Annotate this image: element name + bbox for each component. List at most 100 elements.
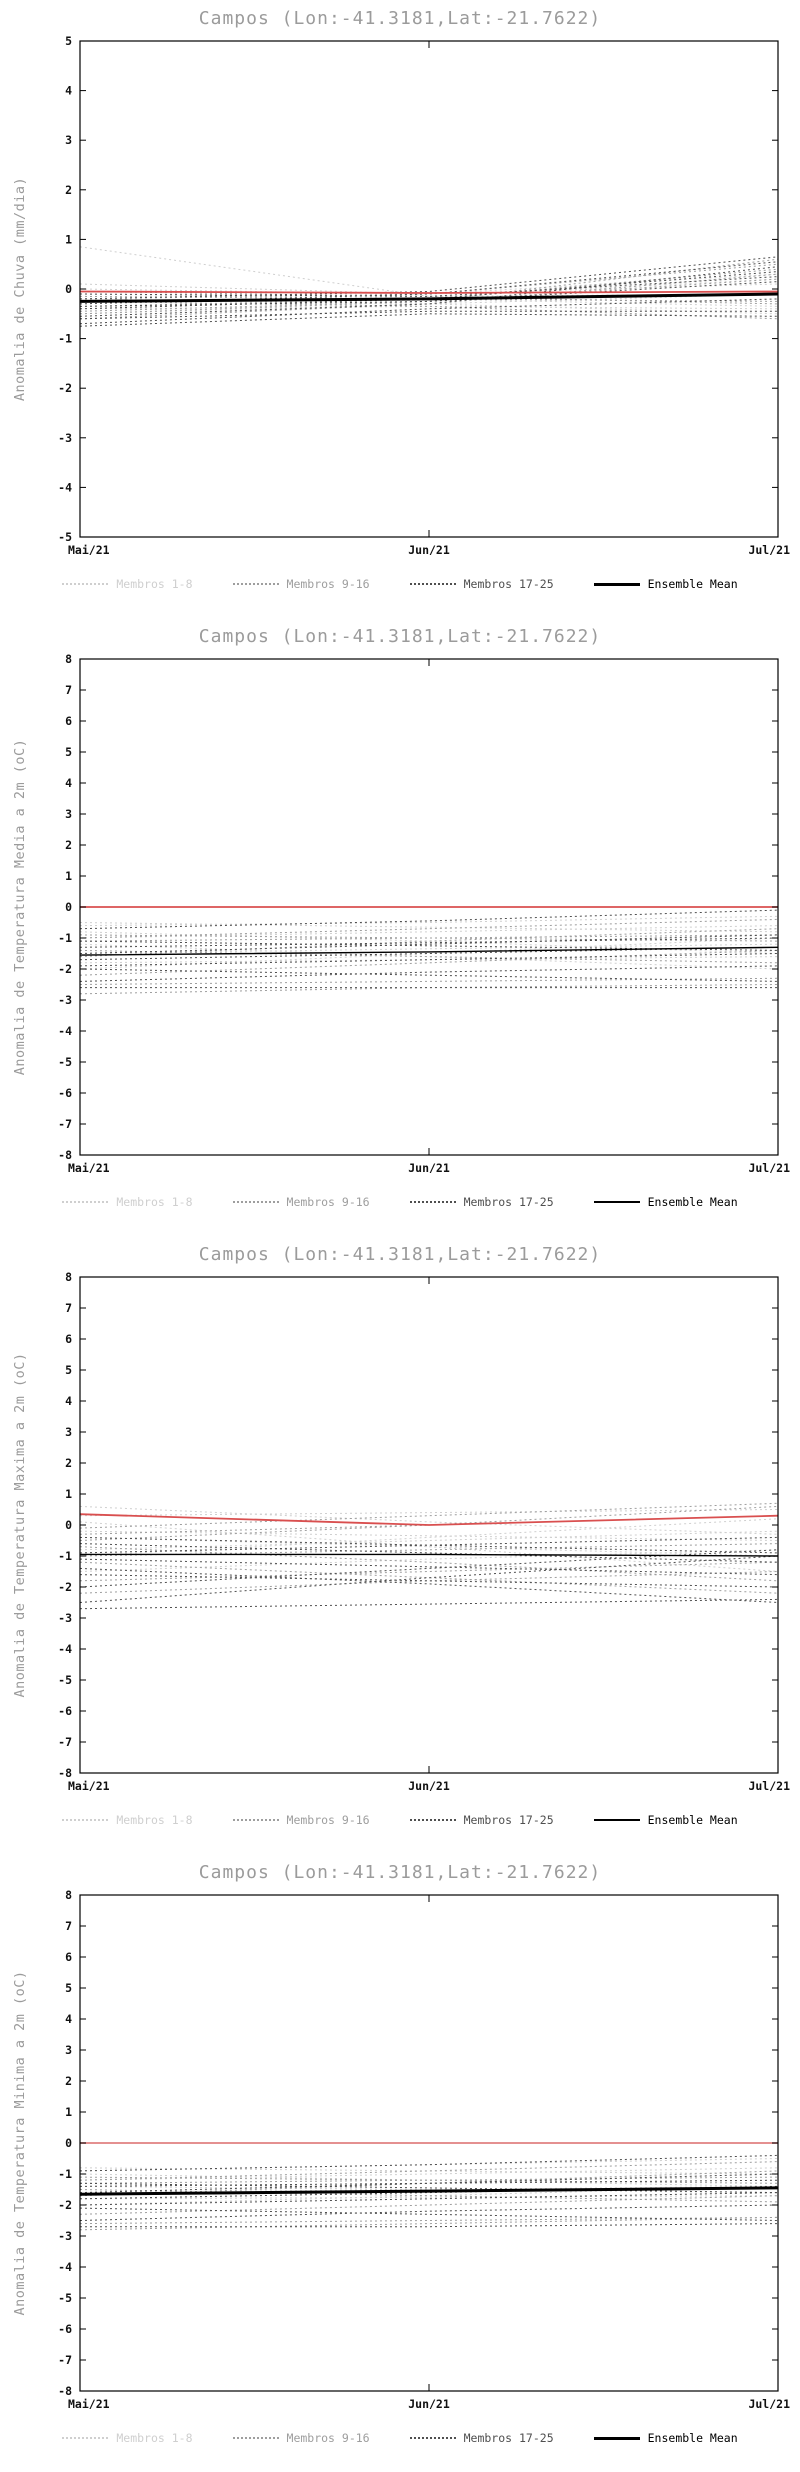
svg-text:-3: -3	[58, 993, 72, 1007]
svg-text:Anomalia de Chuva (mm/dia): Anomalia de Chuva (mm/dia)	[12, 177, 28, 401]
svg-text:1: 1	[65, 232, 72, 246]
svg-text:Jul/21: Jul/21	[748, 1779, 790, 1793]
svg-text:-2: -2	[58, 2198, 72, 2212]
anomaly-line-chart-temp-media: Anomalia de Temperatura Media a 2m (oC) -…	[12, 652, 790, 1175]
legend-item-membros-17-25: Membros 17-25	[409, 577, 554, 591]
svg-text:Jul/21: Jul/21	[748, 543, 790, 557]
legend-item-membros-9-16: Membros 9-16	[232, 577, 370, 591]
svg-text:-6: -6	[58, 1086, 72, 1100]
chart-title: Campos (Lon:-41.3181,Lat:-21.7622)	[198, 626, 602, 647]
chart-legend: Membros 1-8 Membros 9-16 Membros 17-25 E…	[0, 1191, 800, 1213]
svg-text:3: 3	[65, 133, 72, 147]
legend-label: Membros 17-25	[463, 1813, 554, 1827]
svg-text:0: 0	[65, 900, 72, 914]
svg-text:8: 8	[65, 1270, 72, 1284]
dotted-line-sample-icon	[232, 2437, 279, 2439]
legend-item-membros-9-16: Membros 9-16	[232, 2431, 370, 2445]
legend-item-ensemble-mean: Ensemble Mean	[593, 2431, 738, 2445]
dotted-line-sample-icon	[409, 1819, 456, 1821]
svg-text:1: 1	[65, 2105, 72, 2119]
dotted-line-sample-icon	[409, 1201, 456, 1203]
chart-section-chuva: Campos (Lon:-41.3181,Lat:-21.7622) Anoma…	[0, 0, 800, 618]
legend-item-ensemble-mean: Ensemble Mean	[593, 1813, 738, 1827]
dotted-line-sample-icon	[409, 583, 456, 585]
svg-text:-1: -1	[58, 2167, 72, 2181]
svg-text:7: 7	[65, 1919, 72, 1933]
legend-label: Ensemble Mean	[647, 1195, 738, 1209]
legend-label: Ensemble Mean	[647, 1813, 738, 1827]
svg-text:-8: -8	[58, 1766, 72, 1780]
chart-legend: Membros 1-8 Membros 9-16 Membros 17-25 E…	[0, 573, 800, 595]
svg-text:-4: -4	[58, 480, 72, 494]
svg-text:2: 2	[65, 183, 72, 197]
svg-text:-7: -7	[58, 2353, 72, 2367]
svg-text:-6: -6	[58, 2322, 72, 2336]
svg-text:7: 7	[65, 683, 72, 697]
svg-text:2: 2	[65, 1456, 72, 1470]
svg-text:-3: -3	[58, 2229, 72, 2243]
svg-text:2: 2	[65, 838, 72, 852]
dotted-line-sample-icon	[409, 2437, 456, 2439]
dotted-line-sample-icon	[232, 583, 279, 585]
dotted-line-sample-icon	[62, 1201, 109, 1203]
svg-text:8: 8	[65, 1888, 72, 1902]
svg-text:4: 4	[65, 776, 72, 790]
svg-text:5: 5	[65, 745, 72, 759]
chart-section-temp-maxima: Campos (Lon:-41.3181,Lat:-21.7622) Anoma…	[0, 1236, 800, 1854]
svg-text:7: 7	[65, 1301, 72, 1315]
svg-text:6: 6	[65, 714, 72, 728]
solid-line-sample-icon	[593, 1201, 640, 1203]
legend-label: Ensemble Mean	[647, 577, 738, 591]
svg-text:-8: -8	[58, 1148, 72, 1162]
svg-text:Mai/21: Mai/21	[68, 1779, 110, 1793]
solid-line-sample-icon	[593, 582, 640, 586]
svg-text:-8: -8	[58, 2384, 72, 2398]
legend-label: Membros 9-16	[286, 577, 370, 591]
legend-label: Membros 9-16	[286, 1813, 370, 1827]
svg-text:1: 1	[65, 1487, 72, 1501]
legend-item-membros-9-16: Membros 9-16	[232, 1813, 370, 1827]
svg-text:-1: -1	[58, 931, 72, 945]
svg-text:5: 5	[65, 34, 72, 48]
svg-text:6: 6	[65, 1950, 72, 1964]
legend-label: Membros 9-16	[286, 1195, 370, 1209]
svg-text:-4: -4	[58, 1642, 72, 1656]
legend-item-membros-1-8: Membros 1-8	[62, 577, 193, 591]
legend-item-membros-1-8: Membros 1-8	[62, 2431, 193, 2445]
chart-section-temp-minima: Campos (Lon:-41.3181,Lat:-21.7622) Anoma…	[0, 1854, 800, 2472]
svg-text:Jun/21: Jun/21	[408, 2397, 450, 2411]
svg-text:Mai/21: Mai/21	[68, 543, 110, 557]
svg-text:3: 3	[65, 807, 72, 821]
dotted-line-sample-icon	[62, 583, 109, 585]
chart-title: Campos (Lon:-41.3181,Lat:-21.7622)	[198, 8, 602, 29]
svg-text:-7: -7	[58, 1117, 72, 1131]
anomaly-line-chart-temp-minima: Anomalia de Temperatura Minima a 2m (oC)…	[12, 1888, 790, 2411]
legend-item-membros-17-25: Membros 17-25	[409, 1195, 554, 1209]
legend-item-membros-9-16: Membros 9-16	[232, 1195, 370, 1209]
svg-text:-5: -5	[58, 1673, 72, 1687]
svg-text:Jul/21: Jul/21	[748, 1161, 790, 1175]
dotted-line-sample-icon	[232, 1819, 279, 1821]
svg-text:Jul/21: Jul/21	[748, 2397, 790, 2411]
chart-section-temp-media: Campos (Lon:-41.3181,Lat:-21.7622) Anoma…	[0, 618, 800, 1236]
dotted-line-sample-icon	[232, 1201, 279, 1203]
chart-title: Campos (Lon:-41.3181,Lat:-21.7622)	[198, 1862, 602, 1883]
svg-text:-6: -6	[58, 1704, 72, 1718]
legend-label: Membros 1-8	[116, 1195, 193, 1209]
svg-text:4: 4	[65, 2012, 72, 2026]
svg-text:Jun/21: Jun/21	[408, 543, 450, 557]
svg-text:-2: -2	[58, 962, 72, 976]
svg-text:-7: -7	[58, 1735, 72, 1749]
legend-label: Ensemble Mean	[647, 2431, 738, 2445]
svg-text:Anomalia de Temperatura Maxima: Anomalia de Temperatura Maxima a 2m (oC)	[12, 1352, 28, 1697]
dotted-line-sample-icon	[62, 2437, 109, 2439]
solid-line-sample-icon	[593, 1819, 640, 1821]
svg-text:0: 0	[65, 1518, 72, 1532]
dotted-line-sample-icon	[62, 1819, 109, 1821]
legend-item-ensemble-mean: Ensemble Mean	[593, 577, 738, 591]
legend-item-membros-1-8: Membros 1-8	[62, 1195, 193, 1209]
svg-text:5: 5	[65, 1363, 72, 1377]
svg-text:-2: -2	[58, 381, 72, 395]
svg-text:-2: -2	[58, 1580, 72, 1594]
svg-text:4: 4	[65, 1394, 72, 1408]
